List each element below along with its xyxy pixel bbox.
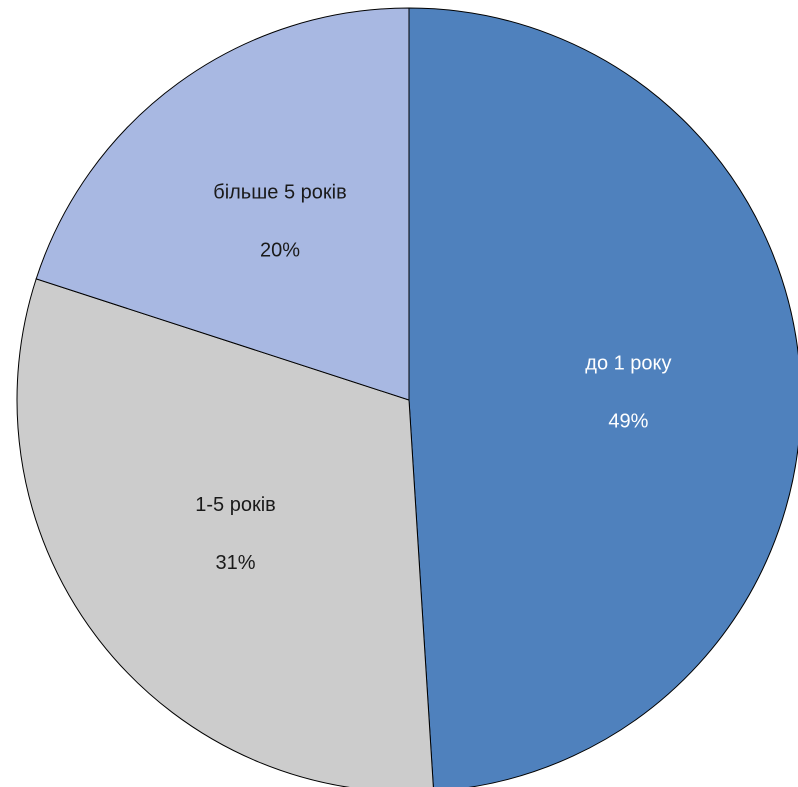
pie-slice-0 [408, 7, 798, 787]
pie-slice-1 [16, 278, 434, 787]
slice-0-category-label: до 1 року [585, 352, 671, 374]
slice-2-percent-label: 20% [260, 240, 300, 262]
pie-labels: до 1 року 49% 1-5 років 31% більше 5 років 20… [195, 182, 671, 574]
pie-slice-2 [35, 7, 410, 401]
pie-slices [16, 7, 798, 787]
slice-1-category-label: 1-5 років [195, 494, 276, 516]
slice-2-category-label: більше 5 років [213, 182, 346, 204]
slice-1-percent-label: 31% [216, 552, 256, 574]
slice-0-percent-label: 49% [608, 410, 648, 432]
